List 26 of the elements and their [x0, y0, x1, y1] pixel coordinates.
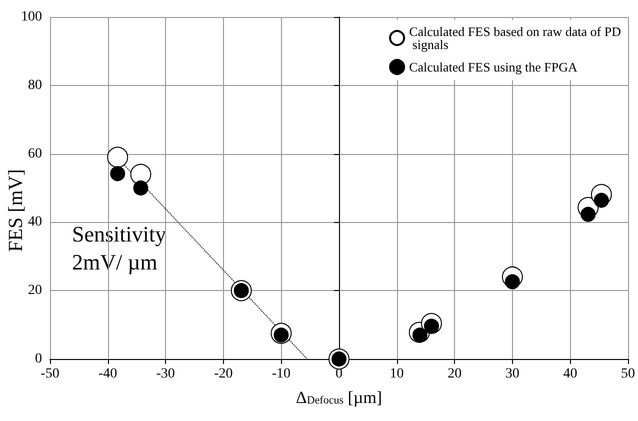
point: [133, 180, 148, 196]
x-tick-label: -20: [214, 366, 233, 382]
legend-label: Calculated FES based on raw data of PD signals: [409, 24, 622, 52]
x-tick-label: -30: [156, 366, 175, 382]
y-tick-label: 20: [28, 283, 42, 298]
y-axis-title: FES [mV]: [5, 169, 27, 252]
y-tick-label: 100: [21, 10, 42, 24]
y-tick-label: 80: [28, 78, 42, 93]
y-tick-label: 40: [28, 214, 42, 230]
legend-label: Calculated FES using the FPGA: [409, 60, 578, 74]
point: [580, 206, 596, 222]
point: [107, 146, 128, 168]
point: [130, 164, 152, 185]
x-tick-label: 40: [563, 366, 578, 382]
y-tick-label: 60: [28, 146, 42, 162]
x-axis-title: ΔDefocus [µm]: [296, 388, 382, 407]
x-tick-label: 30: [505, 366, 520, 382]
x-tick-label: -10: [272, 366, 291, 382]
annotation: Sensitivity 2mV/ µm: [72, 222, 166, 274]
x-tick-label: 50: [621, 366, 635, 382]
x-tick-label: 10: [390, 366, 404, 382]
x-tick-label: 20: [448, 366, 462, 382]
point: [110, 166, 126, 182]
x-tick-label: -50: [40, 366, 60, 382]
y-tick-label: 0: [35, 352, 42, 366]
x-tick-label: -40: [98, 366, 118, 382]
